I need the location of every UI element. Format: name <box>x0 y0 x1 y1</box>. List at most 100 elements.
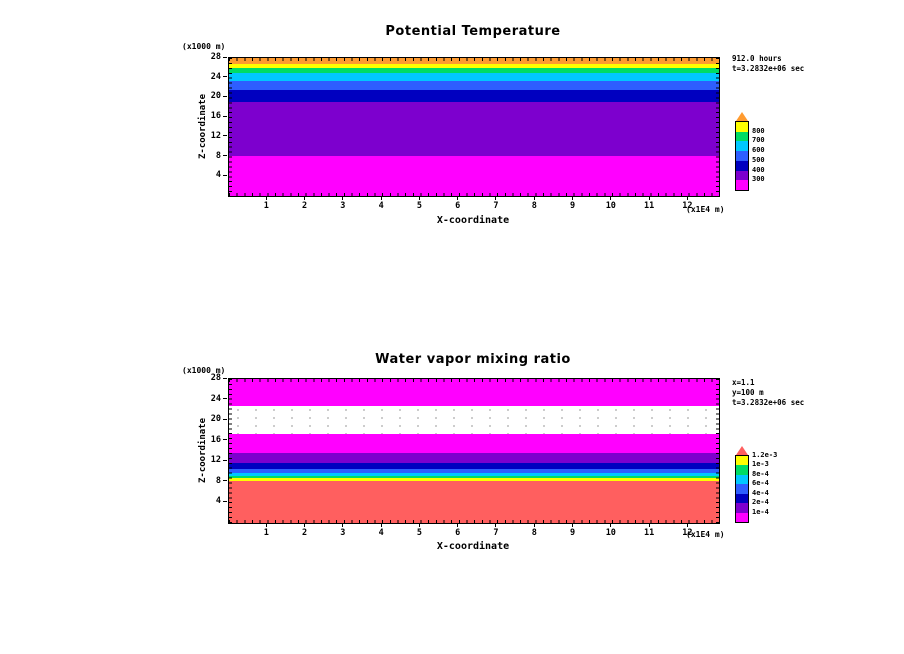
contour-band <box>229 101 719 156</box>
y-tick-label: 20 <box>210 414 221 425</box>
y-axis-tick <box>223 56 227 58</box>
y-axis-tick <box>223 377 227 379</box>
y-axis-tick <box>223 76 227 78</box>
y-tick-label: 20 <box>210 91 221 102</box>
colorbar-bar <box>735 121 749 191</box>
x-axis-tick <box>304 523 306 527</box>
chart-title: Water vapor mixing ratio <box>375 352 571 367</box>
x-tick-label: 4 <box>378 201 384 211</box>
colorbar-level-label: 400 <box>752 165 765 174</box>
y-tick-label: 4 <box>215 496 221 507</box>
x-axis-tick <box>495 523 497 527</box>
colorbar-segment <box>736 456 748 466</box>
y-tick-label: 16 <box>210 111 221 122</box>
colorbar-level-label: 4e-4 <box>752 488 769 497</box>
x-axis-tick <box>610 523 612 527</box>
x-axis-unit-label: (x1E4 m) <box>686 530 725 539</box>
y-tick-label: 4 <box>215 170 221 181</box>
colorbar-bar <box>735 455 749 523</box>
colorbar-segment <box>736 122 748 132</box>
x-tick-label: 7 <box>493 528 499 538</box>
x-axis-tick <box>418 523 420 527</box>
x-axis-tick <box>342 196 344 200</box>
x-tick-label: 9 <box>569 201 576 211</box>
x-axis-tick <box>380 196 382 200</box>
y-axis-tick <box>223 95 227 97</box>
x-tick-label: 12 <box>682 528 693 538</box>
x-tick-label: 3 <box>340 201 346 211</box>
y-axis-tick <box>223 115 227 117</box>
contour-band <box>229 480 719 523</box>
x-axis-tick <box>265 523 267 527</box>
annotation-line: 912.0 hours <box>732 54 782 63</box>
x-axis-tick <box>533 196 535 200</box>
contour-band <box>229 73 719 81</box>
colorbar: 1.2e-3 1e-3 8e-4 6e-4 4e-4 2e-4 1e-4 <box>735 446 799 523</box>
x-axis-tick <box>533 523 535 527</box>
x-tick-label: 4 <box>378 528 384 538</box>
y-tick-label: 12 <box>210 130 221 141</box>
y-tick-label: 16 <box>210 434 221 445</box>
contour-band <box>229 155 719 196</box>
x-axis-label: X-coordinate <box>436 215 510 226</box>
x-axis-unit-label: (x1E4 m) <box>686 205 725 214</box>
colorbar-level-label: 1e-4 <box>752 507 769 516</box>
annotation-line: x=1.1 <box>732 378 755 387</box>
colorbar-segment <box>736 512 748 522</box>
colorbar-level-label: 500 <box>752 155 765 164</box>
contour-band <box>229 433 719 453</box>
annotation-line: t=3.2832e+06 sec <box>732 397 805 407</box>
colorbar-segment <box>736 141 748 152</box>
contour-band <box>229 472 719 476</box>
slice-time-annotation: x=1.1 y=100 m t=3.2832e+06 sec <box>732 378 804 407</box>
y-axis-label: Z-coordinate <box>198 417 208 483</box>
y-axis-unit-label: (x1000 m) <box>182 366 226 375</box>
y-tick-label: 24 <box>210 71 221 82</box>
x-axis-tick <box>418 196 420 200</box>
time-annotation: 912.0 hours t=3.2832e+06 sec <box>732 54 804 74</box>
colorbar-segment <box>736 474 748 485</box>
colorbar-segment <box>736 151 748 161</box>
x-tick-label: 2 <box>302 528 308 538</box>
x-tick-label: 5 <box>416 201 422 211</box>
y-axis-tick <box>223 480 227 482</box>
x-axis-tick <box>686 196 688 200</box>
plot-area[interactable] <box>228 378 720 524</box>
x-tick-label: 10 <box>605 528 616 538</box>
x-tick-label: 7 <box>493 201 499 211</box>
colorbar-segment <box>736 170 748 181</box>
x-axis-tick <box>648 196 650 200</box>
x-tick-label: 1 <box>263 201 269 211</box>
x-axis-tick <box>610 196 612 200</box>
x-tick-label: 10 <box>605 201 616 211</box>
x-axis-tick <box>342 523 344 527</box>
y-axis-tick <box>223 174 227 176</box>
colorbar-overflow-pennant <box>736 112 748 121</box>
contour-band <box>229 476 719 479</box>
contour-band <box>229 89 719 102</box>
x-axis-label: X-coordinate <box>436 541 510 552</box>
chart-potential-temperature: Potential Temperature (x1000 m) Z-coordi… <box>0 16 904 266</box>
colorbar-level-label: 300 <box>752 175 765 184</box>
x-tick-label: 12 <box>682 201 693 211</box>
x-tick-label: 2 <box>302 201 308 211</box>
x-axis-tick <box>572 523 574 527</box>
contour-band <box>229 67 719 74</box>
x-axis-tick <box>457 196 459 200</box>
y-axis-unit-label: (x1000 m) <box>182 42 226 51</box>
x-tick-label: 1 <box>263 528 269 538</box>
contour-band <box>229 478 719 481</box>
colorbar-overflow-pennant <box>736 446 748 455</box>
y-axis-tick <box>223 500 227 502</box>
colorbar-level-label: 800 <box>752 126 765 135</box>
contour-band <box>229 80 719 90</box>
x-tick-label: 6 <box>455 201 461 211</box>
y-axis-label: Z-coordinate <box>198 93 208 159</box>
colorbar-segment <box>736 160 748 171</box>
y-axis-tick <box>223 135 227 137</box>
colorbar-segment <box>736 493 748 504</box>
colorbar-level-label: 700 <box>752 136 765 145</box>
x-tick-label: 8 <box>531 528 537 538</box>
plot-area[interactable] <box>228 57 720 197</box>
